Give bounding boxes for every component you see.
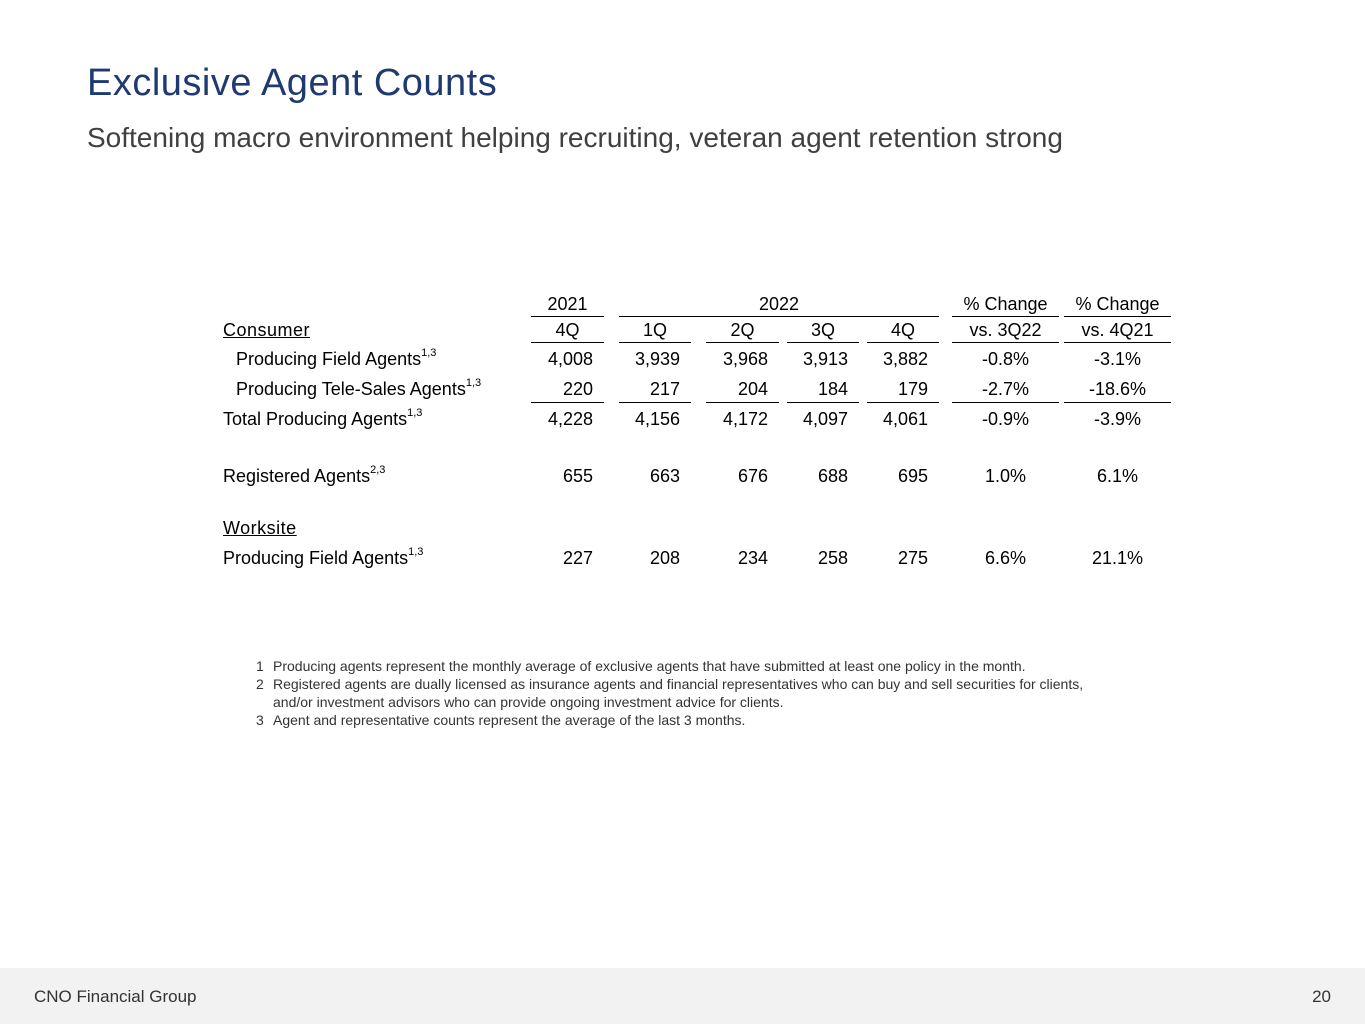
table-cell: -3.1%: [1093, 349, 1142, 369]
footnote-number: 1: [256, 658, 264, 674]
section-worksite: Worksite: [223, 518, 297, 538]
table-cell: 234: [737, 548, 768, 568]
subtotal-rule: [1064, 402, 1171, 403]
table-cell: 3,968: [722, 349, 768, 369]
row-label-text: Total Producing Agents: [223, 409, 408, 429]
table-cell: 695: [897, 466, 928, 486]
column-header: 4Q: [890, 320, 915, 340]
column-header: 1Q: [642, 320, 667, 340]
pct-change-header-2: % Change: [1075, 294, 1160, 314]
table-cell: 258: [817, 548, 848, 568]
table-cell: -0.9%: [981, 409, 1030, 429]
table-cell: 184: [817, 379, 848, 399]
page-title: Exclusive Agent Counts: [87, 62, 498, 104]
column-header-rule: [531, 342, 604, 343]
row-label: Producing Field Agents1,3: [223, 546, 424, 569]
table-cell: 3,882: [882, 349, 928, 369]
table-cell: 4,097: [802, 409, 848, 429]
row-label: Total Producing Agents1,3: [223, 407, 423, 430]
table-cell: 655: [562, 466, 593, 486]
table-cell: 6.1%: [1096, 466, 1139, 486]
table-cell: -2.7%: [981, 379, 1030, 399]
column-header: vs. 3Q22: [969, 320, 1042, 340]
year-2021-header: 2021: [547, 294, 588, 314]
column-header-rule: [706, 342, 779, 343]
column-header-rule: [952, 342, 1059, 343]
subtotal-rule: [706, 402, 779, 403]
row-label: Producing Tele-Sales Agents1,3: [236, 377, 482, 400]
column-header-rule: [619, 342, 691, 343]
column-header-rule: [787, 342, 859, 343]
row-label-text: Producing Field Agents: [236, 349, 422, 369]
page-number: 20: [1312, 987, 1331, 1006]
table-cell: -18.6%: [1088, 379, 1147, 399]
row-label-text: Producing Tele-Sales Agents: [236, 379, 466, 399]
table-cell: 4,061: [882, 409, 928, 429]
footnote-number: 3: [256, 712, 264, 728]
table-cell: 204: [737, 379, 768, 399]
table-cell: 3,913: [802, 349, 848, 369]
table-cell: 688: [817, 466, 848, 486]
table-cell: 3,939: [634, 349, 680, 369]
subtotal-rule: [531, 402, 604, 403]
footnote-text: Registered agents are dually licensed as…: [273, 676, 1084, 710]
table-cell: 676: [737, 466, 768, 486]
subtotal-rule: [619, 402, 691, 403]
footnote-ref: 2,3: [370, 464, 386, 476]
footnote-ref: 1,3: [407, 407, 423, 419]
footnote-text: Agent and representative counts represen…: [273, 712, 746, 728]
page-subtitle: Softening macro environment helping recr…: [87, 122, 1063, 153]
footnote-1: 1 Producing agents represent the monthly …: [256, 657, 1116, 675]
subtotal-rule: [952, 402, 1059, 403]
table-cell: 217: [649, 379, 680, 399]
row-label: Registered Agents2,3: [223, 464, 386, 487]
table-cell: 220: [562, 379, 593, 399]
table-cell: 4,008: [547, 349, 593, 369]
column-header: vs. 4Q21: [1081, 320, 1154, 340]
column-header-rule: [1064, 342, 1171, 343]
footnotes: 1 Producing agents represent the monthly …: [256, 657, 1116, 729]
table-cell: 275: [897, 548, 928, 568]
footnote-2: 2 Registered agents are dually licensed a…: [256, 675, 1116, 711]
year-2022-header: 2022: [758, 294, 800, 314]
table-cell: 4,172: [722, 409, 768, 429]
footnote-ref: 1,3: [465, 377, 482, 389]
row-label-text: Registered Agents: [223, 466, 371, 486]
table-cell: -3.9%: [1093, 409, 1142, 429]
table-cell: 21.1%: [1091, 548, 1144, 568]
subtotal-rule: [867, 402, 939, 403]
column-header-rule: [867, 342, 939, 343]
column-header: 3Q: [810, 320, 835, 340]
table-cell: 663: [649, 466, 680, 486]
header-rule: [619, 316, 939, 317]
footnote-ref: 1,3: [421, 347, 437, 359]
footnote-3: 3 Agent and representative counts represe…: [256, 711, 1116, 729]
footnote-ref: 1,3: [408, 546, 424, 558]
header-rule: [531, 316, 604, 317]
table-cell: 227: [562, 548, 593, 568]
table-cell: 179: [897, 379, 928, 399]
row-label-text: Producing Field Agents: [223, 548, 409, 568]
table-cell: 4,156: [634, 409, 680, 429]
footnote-text: Producing agents represent the monthly a…: [273, 658, 1026, 674]
table-cell: 6.6%: [984, 548, 1027, 568]
company-name: CNO Financial Group: [34, 987, 197, 1006]
table-cell: 208: [649, 548, 680, 568]
footer: CNO Financial Group 20: [0, 968, 1365, 1024]
table-cell: 4,228: [547, 409, 593, 429]
footnote-number: 2: [256, 676, 264, 692]
subtotal-rule: [787, 402, 859, 403]
column-header: 4Q: [555, 320, 580, 340]
section-consumer: Consumer: [223, 320, 311, 340]
pct-change-header-1: % Change: [963, 294, 1048, 314]
table-cell: -0.8%: [981, 349, 1030, 369]
table-cell: 1.0%: [984, 466, 1027, 486]
column-header: 2Q: [730, 320, 755, 340]
row-label: Producing Field Agents1,3: [236, 347, 437, 370]
header-rule: [952, 316, 1059, 317]
header-rule: [1064, 316, 1171, 317]
